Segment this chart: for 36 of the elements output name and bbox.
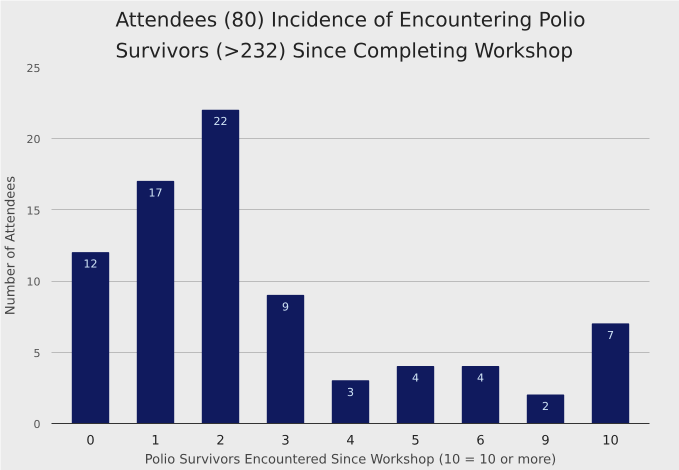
data-label: 4 [477,372,484,385]
x-tick-label: 10 [602,434,619,448]
data-label: 4 [412,372,419,385]
bar [592,323,630,424]
y-axis-title: Number of Attendees [4,176,19,316]
x-tick-label: 1 [151,434,160,448]
y-tick-label: 5 [34,346,40,360]
bar [136,180,174,424]
y-tick-label: 15 [26,204,41,218]
x-tick-label: 3 [281,434,290,448]
bar [462,366,500,424]
data-label: 7 [607,328,614,342]
y-tick-label: 10 [26,276,41,289]
bar [266,294,304,424]
x-tick-label: 5 [411,434,420,448]
bar [332,380,370,424]
bar [202,110,240,424]
bar [72,252,110,424]
y-tick-label: 20 [26,133,41,146]
x-tick-label: 6 [476,434,485,448]
data-label: 3 [347,386,354,399]
x-tick-label: 0 [86,434,95,448]
x-tick-label: 2 [216,434,225,448]
x-tick-label: 9 [541,434,550,448]
y-tick-label: 0 [34,418,40,431]
chart-title: Attendees (80) Incidence of Encountering Polio Survivors (>232) Since Completing Workshop [115,7,586,62]
data-label: 9 [282,300,289,314]
x-tick-label: 4 [346,434,355,448]
data-label: 17 [148,186,162,200]
x-axis-title: Polio Survivors Encountered Since Workshop (10 = 10 or more) [144,452,556,468]
y-tick-label: 25 [26,62,41,75]
bar [396,366,434,424]
data-label: 22 [214,115,228,128]
bar [526,394,564,424]
data-label: 12 [84,258,98,271]
data-label: 2 [542,400,549,414]
